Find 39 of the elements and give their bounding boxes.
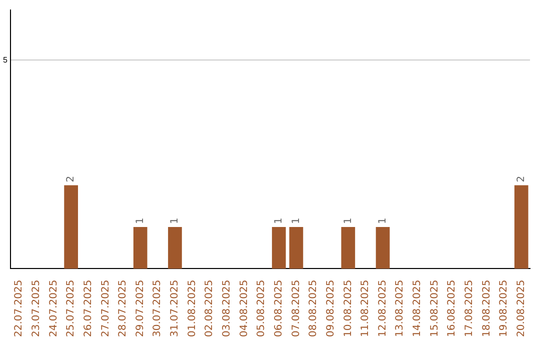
x-tick-label: 15.08.2025 [429, 280, 440, 338]
x-tick-label: 16.08.2025 [446, 280, 458, 338]
x-tick-label: 08.08.2025 [308, 280, 320, 338]
x-tick-label: 28.07.2025 [118, 280, 129, 338]
x-tick-label: 25.07.2025 [66, 280, 77, 338]
data-label: 2 [516, 176, 527, 182]
x-tick-label: 27.07.2025 [100, 280, 112, 338]
x-tick-label: 03.08.2025 [222, 280, 233, 338]
x-tick-label: 05.08.2025 [256, 280, 268, 338]
x-tick-label: 22.07.2025 [14, 280, 25, 338]
x-tick-label: 06.08.2025 [273, 280, 284, 338]
x-tick-label: 13.08.2025 [394, 280, 406, 338]
x-tick-label: 09.08.2025 [325, 280, 336, 338]
data-label: 2 [66, 176, 77, 182]
data-label: 1 [290, 218, 302, 224]
x-tick-label: 02.08.2025 [204, 280, 216, 338]
data-label: 1 [342, 218, 354, 224]
x-tick-label: 20.08.2025 [516, 280, 527, 338]
y-tick-label: 5 [2, 55, 8, 64]
x-tick-label: 29.07.2025 [134, 280, 146, 338]
x-tick-label: 23.07.2025 [31, 280, 42, 338]
x-tick-label: 30.07.2025 [152, 280, 164, 338]
x-tick-label: 12.08.2025 [377, 280, 388, 338]
x-tick-label: 19.08.2025 [498, 280, 510, 338]
x-tick-label: 31.07.2025 [170, 280, 181, 338]
data-label: 1 [273, 218, 284, 224]
x-tick-label: 11.08.2025 [360, 280, 372, 338]
data-label: 1 [377, 218, 388, 224]
x-tick-label: 24.07.2025 [48, 280, 60, 338]
data-label: 1 [170, 218, 181, 224]
x-tick-label: 14.08.2025 [412, 280, 424, 338]
x-tick-label: 17.08.2025 [464, 280, 475, 338]
x-tick-label: 01.08.2025 [186, 280, 198, 338]
x-tick-label: 07.08.2025 [290, 280, 302, 338]
data-label: 1 [134, 218, 146, 224]
x-tick-label: 18.08.2025 [481, 280, 492, 338]
x-tick-label: 10.08.2025 [342, 280, 354, 338]
x-tick-label: 04.08.2025 [238, 280, 250, 338]
x-tick-label: 26.07.2025 [82, 280, 94, 338]
